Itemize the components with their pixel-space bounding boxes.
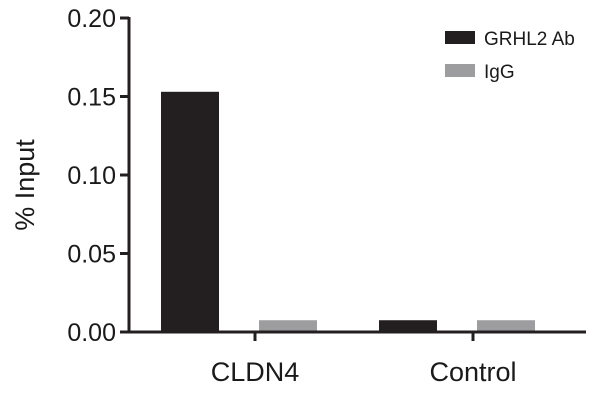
- x-tick-label: CLDN4: [211, 357, 300, 387]
- legend-label: GRHL2 Ab: [484, 29, 575, 50]
- y-axis: 0.00 0.05 0.10 0.15 0.20: [67, 5, 131, 347]
- legend-swatch: [445, 64, 475, 77]
- legend-swatch: [445, 31, 475, 44]
- legend: GRHL2 Ab IgG: [445, 29, 575, 83]
- bar: [379, 320, 437, 331]
- x-axis: CLDN4 Control: [127, 330, 586, 387]
- y-tick-label: 0.15: [67, 84, 116, 112]
- bars: [161, 91, 535, 331]
- legend-label: IgG: [484, 62, 515, 83]
- y-tick-label: 0.00: [67, 319, 116, 347]
- y-tick-label: 0.10: [67, 162, 116, 190]
- y-tick-label: 0.05: [67, 241, 116, 269]
- y-axis-label: % Input: [10, 139, 40, 231]
- bar: [477, 320, 535, 331]
- x-tick-label: Control: [429, 357, 516, 387]
- y-tick-label: 0.20: [67, 5, 116, 33]
- bar: [259, 320, 317, 331]
- bar: [161, 91, 219, 331]
